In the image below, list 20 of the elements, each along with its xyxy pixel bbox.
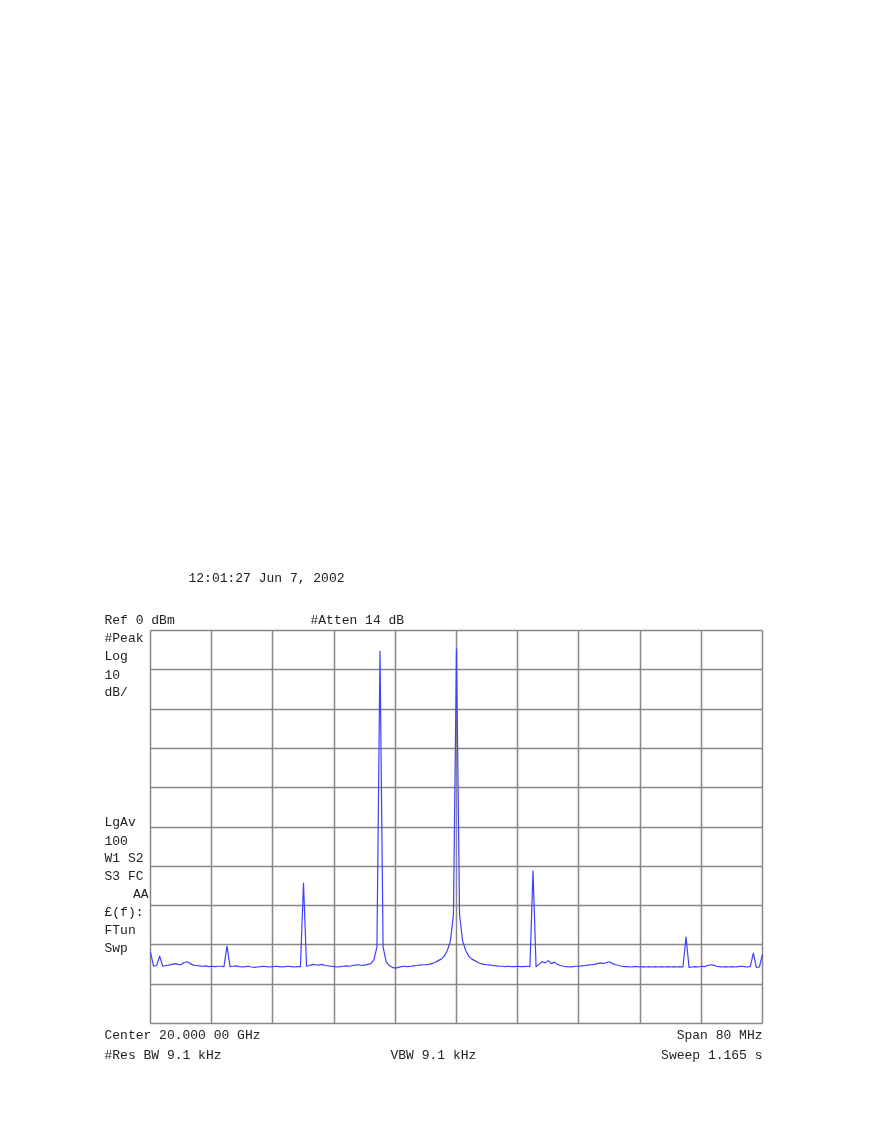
text: LgAv [104,815,136,830]
text: VBW 9.1 kHz [390,1048,477,1063]
text: Swp [104,941,128,956]
text: Center 20.000 00 GHz [104,1028,261,1043]
text: 100 [104,834,128,849]
text: FTun [104,923,136,938]
text: #Res BW 9.1 kHz [104,1048,222,1063]
text: S3 FC [104,869,144,884]
text: 12:01:27 Jun 7, 2002 [188,571,345,586]
text: Log [104,649,128,664]
text: AA [132,887,149,902]
text: #Peak [104,631,144,646]
text: 10 [104,668,121,683]
text: #Atten 14 dB [310,613,405,628]
text: dB/ [104,685,129,700]
text: Span 80 MHz [676,1028,763,1043]
text: £(f): [104,905,144,920]
text: W1 S2 [104,851,144,866]
text: Ref 0 dBm [104,613,175,628]
text: Sweep 1.165 s [661,1048,763,1063]
